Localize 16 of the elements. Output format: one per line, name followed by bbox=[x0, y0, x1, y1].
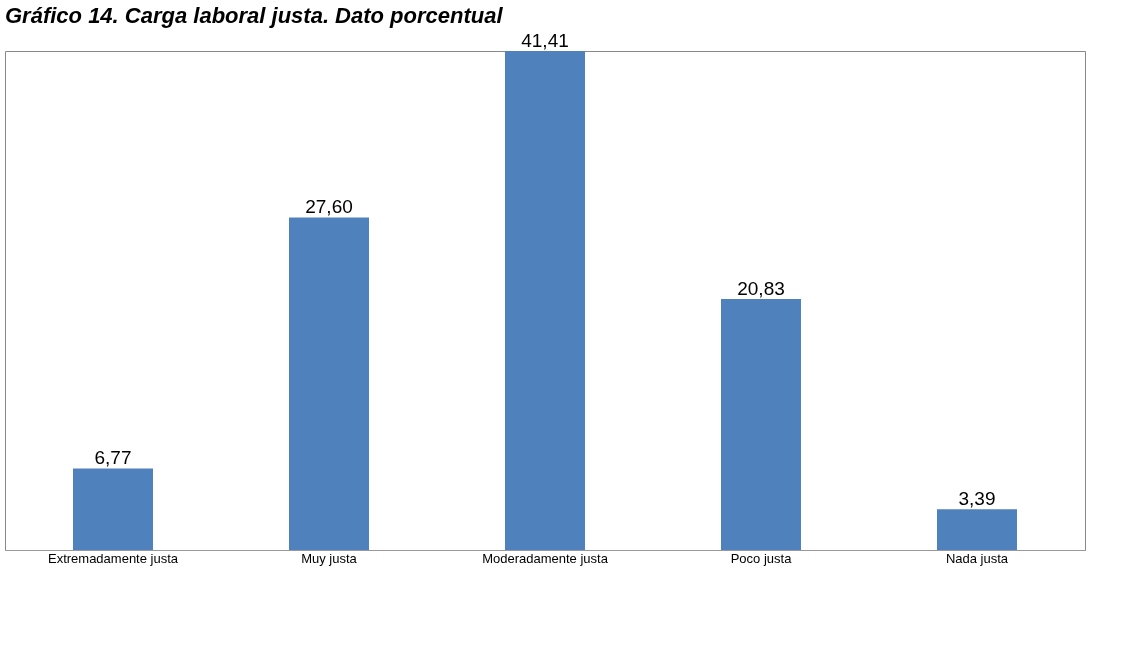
data-label: 3,39 bbox=[958, 488, 996, 510]
x-tick-label: Moderadamente justa bbox=[482, 550, 609, 566]
bar bbox=[721, 298, 801, 550]
bar bbox=[937, 509, 1017, 550]
data-label: 41,41 bbox=[521, 30, 569, 51]
bar bbox=[289, 217, 369, 550]
bar bbox=[73, 468, 153, 550]
data-label: 20,83 bbox=[737, 277, 785, 299]
data-label: 6,77 bbox=[94, 447, 132, 469]
x-tick-label: Muy justa bbox=[301, 550, 358, 566]
bar bbox=[505, 51, 585, 550]
x-tick-label: Nada justa bbox=[945, 550, 1009, 566]
x-tick-label: Poco justa bbox=[730, 550, 793, 566]
x-tick-label: Extremadamente justa bbox=[47, 550, 179, 566]
chart-title: Gráfico 14. Carga laboral justa. Dato porcentual bbox=[5, 3, 504, 28]
data-label: 27,60 bbox=[305, 196, 353, 218]
